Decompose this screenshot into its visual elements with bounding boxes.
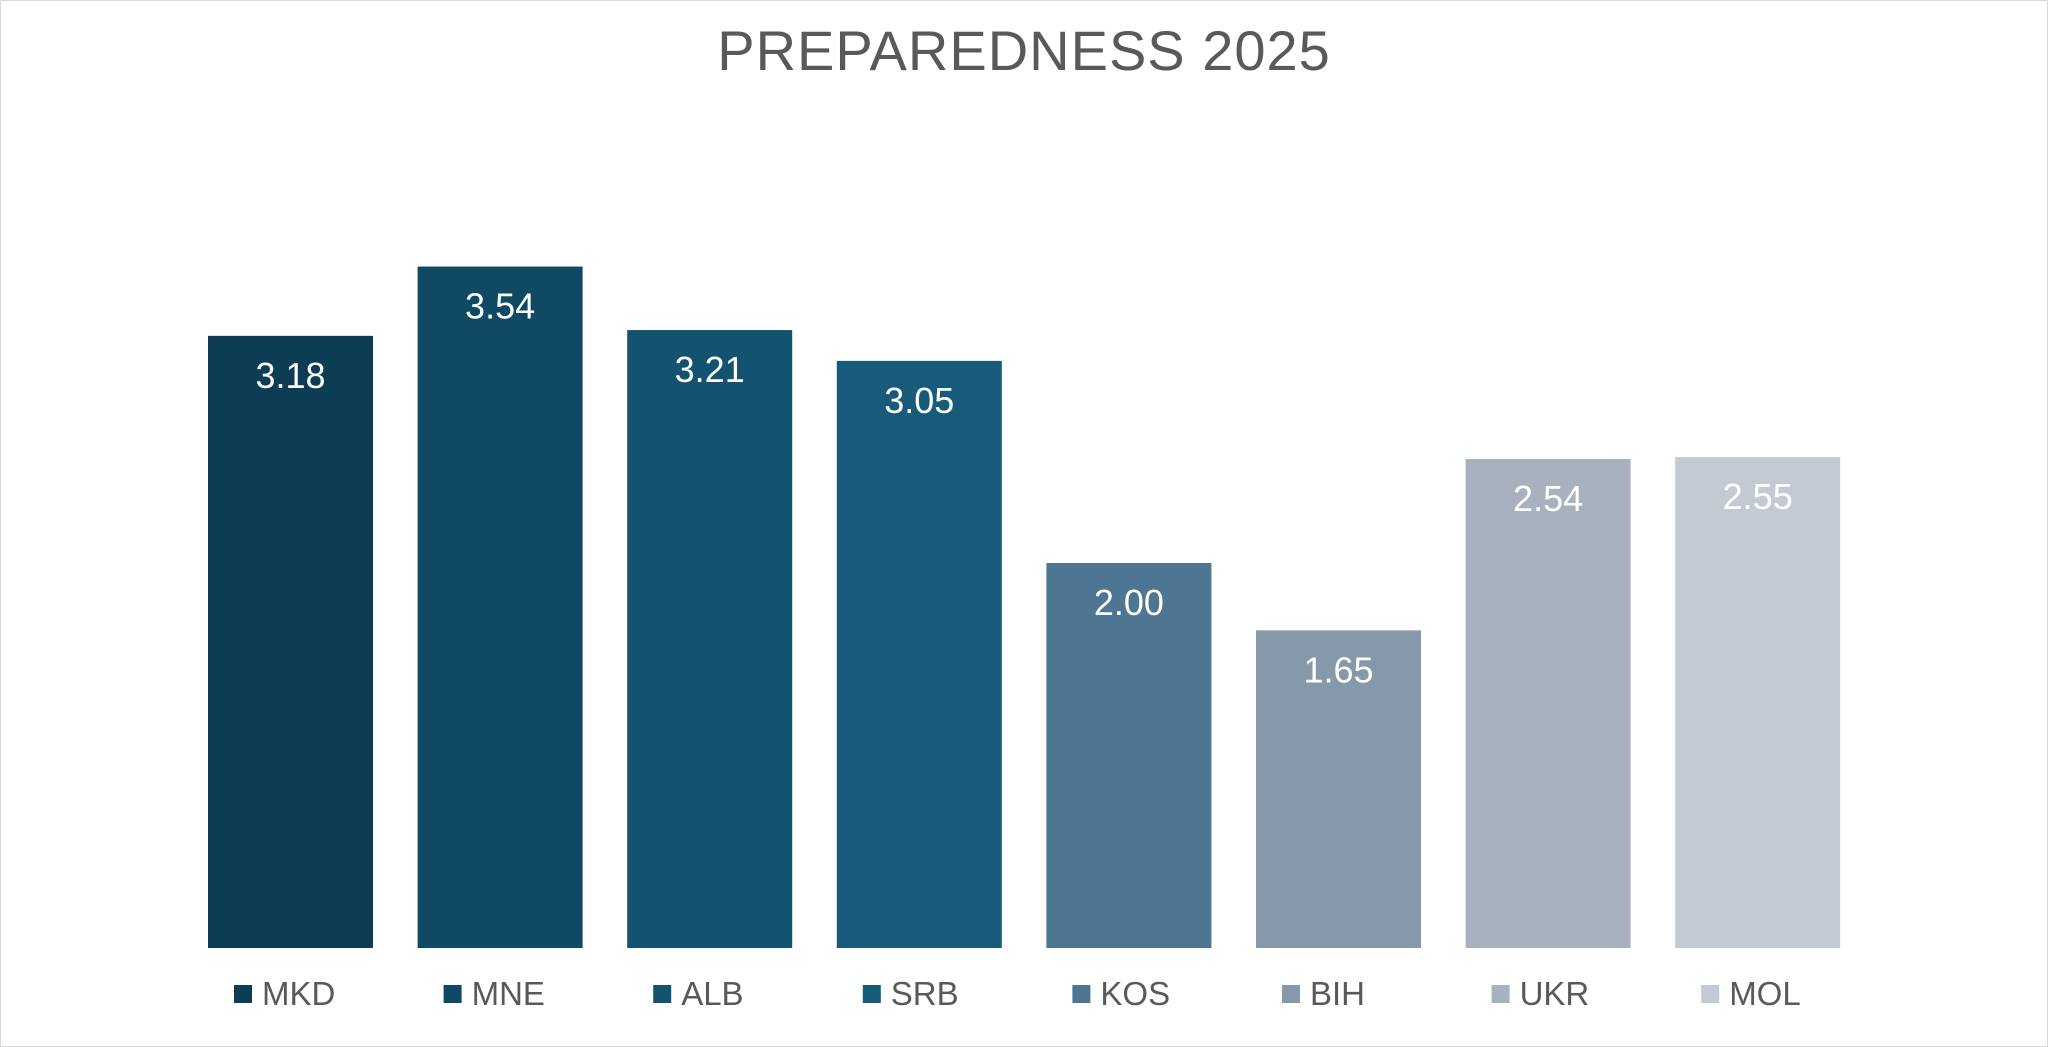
legend-label-mne: MNE bbox=[472, 975, 545, 1012]
legend-label-bih: BIH bbox=[1310, 975, 1365, 1012]
bar-ukr bbox=[1465, 459, 1631, 948]
legend-label-alb: ALB bbox=[681, 975, 743, 1012]
value-label-bih: 1.65 bbox=[1303, 649, 1373, 690]
chart-title: PREPAREDNESS 2025 bbox=[717, 19, 1331, 82]
bar-bih bbox=[1256, 630, 1421, 948]
value-label-mol: 2.55 bbox=[1723, 476, 1793, 517]
legend-swatch-bih bbox=[1282, 985, 1300, 1003]
legend-swatch-mne bbox=[443, 985, 462, 1003]
legend-label-mkd: MKD bbox=[262, 975, 335, 1012]
value-label-ukr: 2.54 bbox=[1513, 478, 1583, 519]
legend-label-ukr: UKR bbox=[1520, 975, 1590, 1012]
value-label-srb: 3.05 bbox=[884, 380, 954, 421]
value-labels-group: 3.18 3.54 3.21 3.05 2.00 1.65 2.54 2.55 bbox=[255, 286, 1792, 691]
legend-swatch-mol bbox=[1701, 985, 1720, 1003]
value-label-mkd: 3.18 bbox=[255, 355, 325, 396]
bars-group bbox=[208, 266, 1841, 949]
value-label-alb: 3.21 bbox=[675, 349, 745, 390]
bar-mne bbox=[417, 266, 583, 948]
value-label-mne: 3.54 bbox=[465, 286, 535, 327]
legend-swatch-srb bbox=[862, 985, 881, 1003]
value-label-kos: 2.00 bbox=[1094, 582, 1164, 623]
legend-label-kos: KOS bbox=[1100, 975, 1170, 1012]
legend: MKD MNE ALB SRB KOS BIH UKR MOL bbox=[234, 975, 1801, 1012]
legend-label-srb: SRB bbox=[891, 975, 959, 1012]
legend-swatch-kos bbox=[1072, 985, 1091, 1003]
bar-kos bbox=[1046, 563, 1212, 948]
bar-mkd bbox=[208, 335, 373, 949]
bar-mol bbox=[1675, 457, 1841, 948]
legend-swatch-alb bbox=[653, 985, 672, 1003]
legend-swatch-ukr bbox=[1491, 985, 1510, 1003]
bar-alb bbox=[627, 330, 793, 948]
bar-srb bbox=[836, 360, 1002, 948]
legend-swatch-mkd bbox=[234, 985, 252, 1003]
legend-label-mol: MOL bbox=[1729, 975, 1801, 1012]
